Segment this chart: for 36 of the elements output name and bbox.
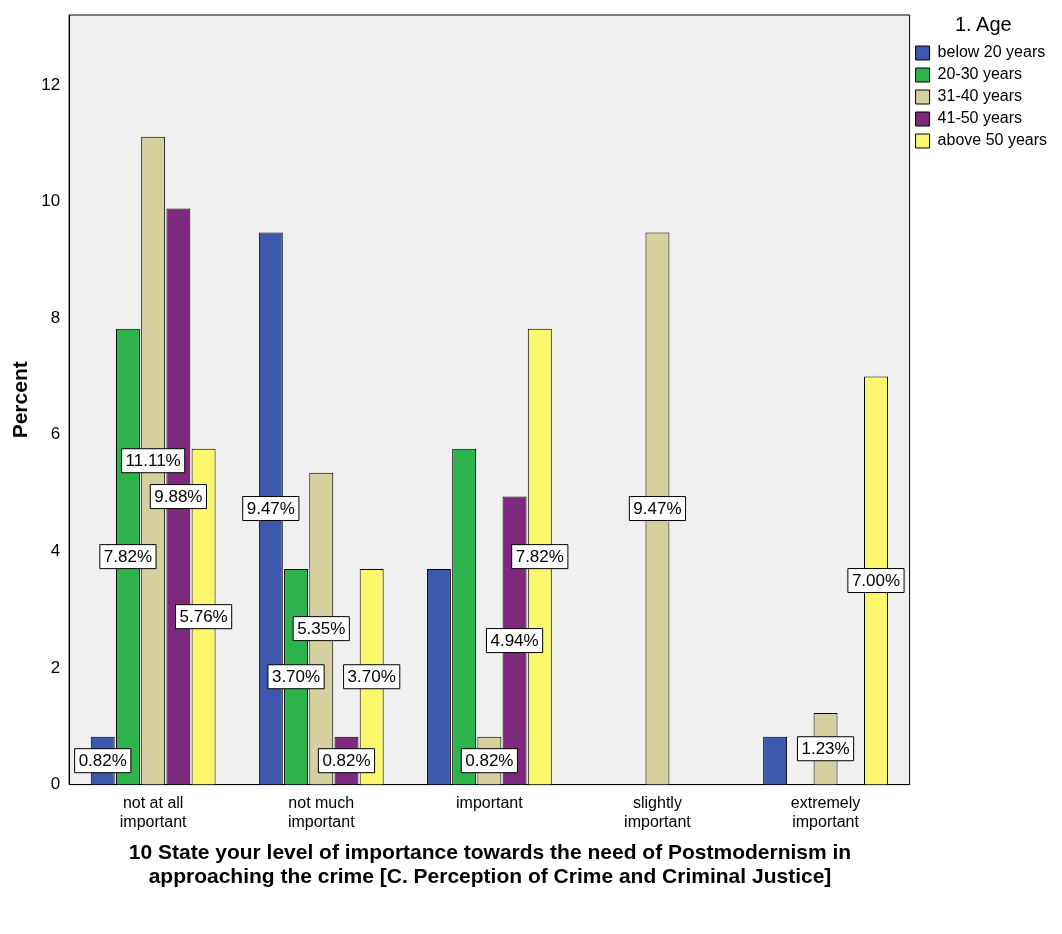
data-label: 3.70% <box>271 667 321 687</box>
data-label: 0.82% <box>78 751 127 771</box>
x-axis-title: 10 State your level of importance towards the need of Postmodernism in approaching the crime [C. Perception of Crime and Criminal Justice] <box>127 840 853 888</box>
x-tick-label: not at all important <box>119 793 188 830</box>
y-tick-label: 0 <box>50 774 61 794</box>
y-tick-label: 12 <box>41 74 61 94</box>
legend-label: 31-40 years <box>937 87 1023 105</box>
legend-label: below 20 years <box>937 43 1046 61</box>
data-label: 7.82% <box>515 547 564 567</box>
data-label: 7.82% <box>103 547 153 567</box>
x-tick-label: extremely important <box>790 793 861 830</box>
data-label: 4.94% <box>490 631 539 651</box>
legend-label: 20-30 years <box>937 65 1023 83</box>
y-axis-title: Percent <box>8 361 32 439</box>
data-label: 9.47% <box>246 499 295 519</box>
data-label: 3.70% <box>347 667 396 687</box>
data-label: 7.00% <box>851 571 901 591</box>
data-label: 9.47% <box>633 499 682 519</box>
data-label: 9.88% <box>154 487 203 507</box>
y-tick-label: 6 <box>50 424 61 444</box>
data-label: 0.82% <box>465 751 514 771</box>
y-tick-label: 10 <box>41 191 61 211</box>
legend-title: 1. Age <box>954 12 1012 35</box>
data-label: 0.82% <box>322 751 371 771</box>
data-label: 11.11% <box>125 451 181 471</box>
legend-label: 41-50 years <box>937 109 1023 127</box>
y-tick-label: 2 <box>50 657 61 677</box>
x-tick-label: important <box>456 793 524 811</box>
x-tick-label: not much important <box>287 793 356 830</box>
y-tick-label: 4 <box>50 541 61 561</box>
legend-label: above 50 years <box>937 131 1047 149</box>
data-label: 5.76% <box>179 607 228 627</box>
data-label: 5.35% <box>297 619 346 639</box>
data-label: 1.23% <box>801 739 850 759</box>
x-tick-label: slightly important <box>624 793 692 830</box>
y-tick-label: 8 <box>50 307 61 327</box>
